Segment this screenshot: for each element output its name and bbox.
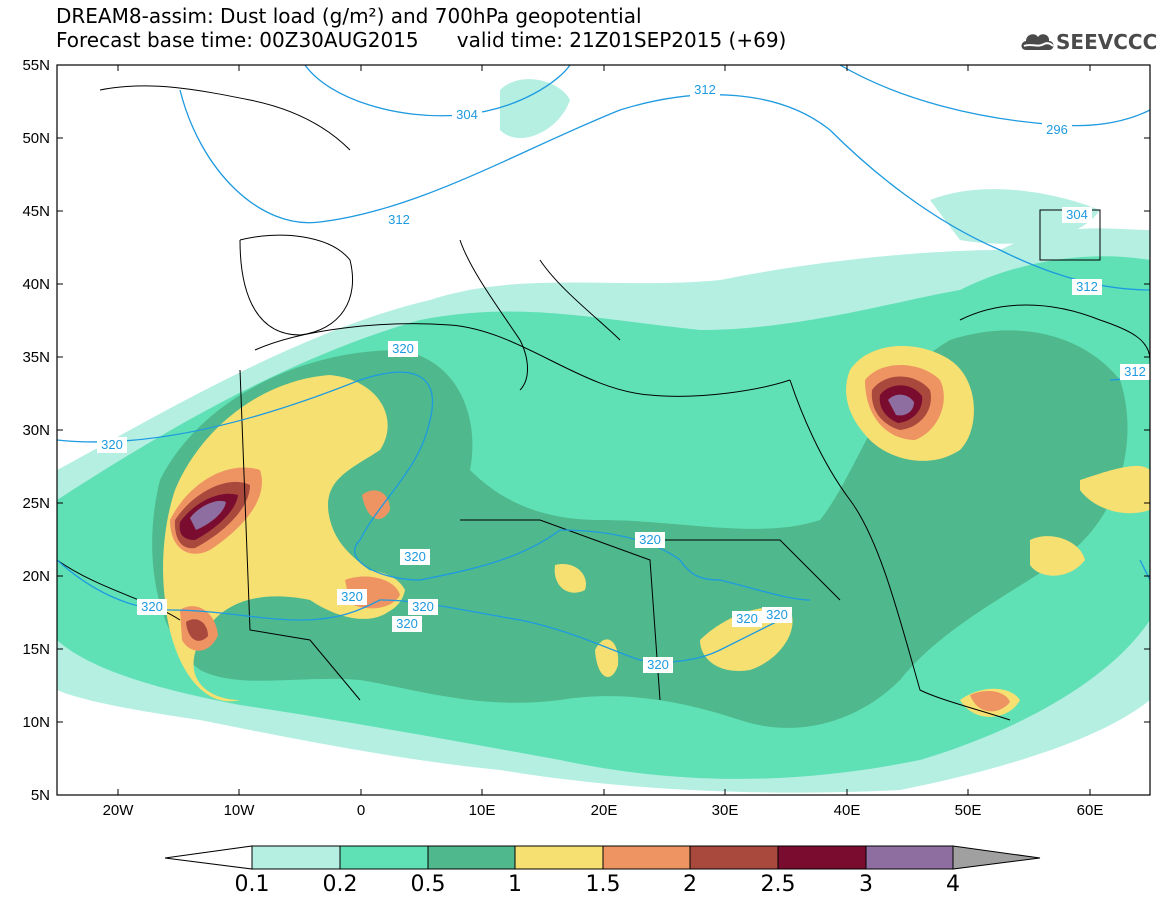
cloud-logo-icon — [1021, 34, 1054, 50]
colorbar-swatch — [689, 845, 779, 870]
contour-label: 320 — [404, 549, 426, 564]
contour-label: 320 — [341, 589, 363, 604]
lon-label: 20W — [103, 802, 135, 819]
colorbar — [164, 845, 1041, 870]
colorbar-swatch — [251, 845, 341, 870]
contour-label: 320 — [101, 437, 123, 452]
dust-region-4 — [190, 500, 226, 530]
dust-region-1g — [554, 564, 586, 593]
colorbar-label: 0.2 — [322, 872, 358, 897]
colorbar-label: 0.5 — [410, 872, 446, 897]
colorbar-label: 2.5 — [760, 872, 796, 897]
dust-region-1d — [1030, 536, 1085, 576]
lat-label: 35N — [22, 349, 50, 366]
contour-label: 320 — [141, 599, 163, 614]
lat-label: 10N — [22, 714, 50, 731]
longitude-labels: 20W 10W 0 10E 20E 30E 40E 50E 60E — [103, 802, 1104, 819]
lat-label: 15N — [22, 641, 50, 658]
colorbar-label: 1.5 — [585, 872, 621, 897]
contour-label: 312 — [1076, 279, 1098, 294]
lon-label: 10W — [224, 802, 256, 819]
colorbar-swatch — [339, 845, 429, 870]
colorbar-label: 2 — [683, 872, 697, 897]
lon-label: 50E — [955, 802, 982, 819]
colorbar-label: 3 — [859, 872, 873, 897]
dust-region-15e — [362, 490, 390, 519]
dust-region-1 — [163, 375, 400, 702]
axis-ticks — [57, 64, 1150, 796]
colorbar-swatch — [427, 845, 516, 870]
lat-label: 20N — [22, 568, 50, 585]
map-subtitle: Forecast base time: 00Z30AUG2015 valid t… — [56, 28, 787, 52]
contour-label: 320 — [396, 616, 418, 631]
logo-text: SEEVCCC — [1056, 30, 1158, 54]
colorbar-swatch — [514, 845, 604, 870]
contour-label: 312 — [694, 82, 716, 97]
contour-label: 320 — [392, 341, 414, 356]
lat-label: 55N — [22, 57, 50, 74]
lon-label: 0 — [357, 802, 365, 819]
contour-label: 296 — [1046, 122, 1068, 137]
dust-region-4b — [888, 394, 914, 416]
lon-label: 10E — [469, 802, 496, 819]
map-title: DREAM8-assim: Dust load (g/m²) and 700hP… — [56, 4, 642, 28]
lat-label: 45N — [22, 203, 50, 220]
lat-label: 5N — [31, 787, 50, 804]
dust-region-01b — [930, 189, 1100, 244]
contour-label: 320 — [639, 532, 661, 547]
lat-label: 30N — [22, 422, 50, 439]
contour-label: 320 — [412, 599, 434, 614]
lat-label: 50N — [22, 130, 50, 147]
latitude-labels: 55N 50N 45N 40N 35N 30N 25N 20N 15N 10N … — [22, 57, 50, 804]
contour-label: 304 — [1066, 207, 1088, 222]
lon-label: 40E — [834, 802, 861, 819]
dust-field — [57, 65, 1150, 795]
coastlines — [57, 85, 1150, 721]
dust-region-1e — [1080, 465, 1150, 514]
dust-region-15f — [970, 690, 1010, 712]
lat-label: 40N — [22, 276, 50, 293]
dust-region-1f — [595, 639, 619, 677]
lon-label: 60E — [1077, 802, 1104, 819]
contour-label: 304 — [456, 107, 478, 122]
colorbar-swatch — [865, 845, 954, 870]
contour-label: 320 — [766, 607, 788, 622]
lat-label: 25N — [22, 495, 50, 512]
contour-label: 320 — [736, 611, 758, 626]
contour-label: 312 — [1124, 364, 1146, 379]
contour-label: 320 — [647, 657, 669, 672]
lon-label: 20E — [591, 802, 618, 819]
contour-label: 312 — [388, 212, 410, 227]
dust-region-2c — [186, 619, 208, 641]
colorbar-over-arrow — [952, 845, 1041, 870]
colorbar-swatch — [602, 845, 691, 870]
colorbar-under-arrow — [164, 845, 253, 870]
colorbar-label: 0.1 — [234, 872, 270, 897]
lon-label: 30E — [712, 802, 739, 819]
colorbar-label: 4 — [946, 872, 960, 897]
contour-labels: 304 312 312 296 304 312 312 320 320 320 … — [97, 82, 1150, 673]
dust-region-01c — [500, 79, 570, 139]
dust-region-1c — [700, 607, 793, 671]
colorbar-label: 1 — [508, 872, 522, 897]
colorbar-swatch — [777, 845, 867, 870]
